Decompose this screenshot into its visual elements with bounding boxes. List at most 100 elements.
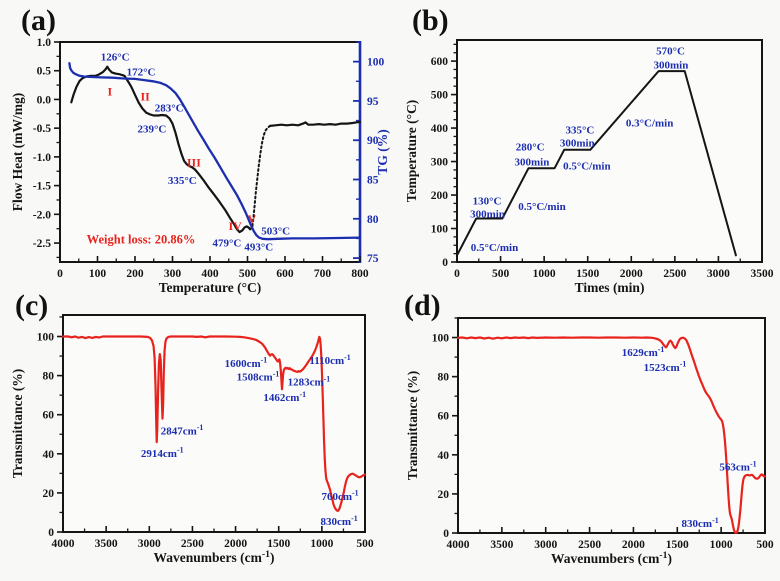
y-tick-label: 0	[442, 257, 448, 269]
y-tick-label: 0	[443, 528, 449, 540]
panel-a-series-dsc-dotted-recovery	[251, 124, 271, 227]
y-tick-label: -2.0	[33, 209, 51, 221]
panel-b-tag: (b)	[412, 4, 449, 37]
panel-b-annotation: 0.5°C/min	[563, 161, 611, 173]
panel-a-annotation: 239°C	[137, 124, 166, 136]
panel-b-annotation: 335°C	[565, 125, 594, 137]
y-tick-label: -2.5	[33, 238, 51, 250]
x-tick-label: 400	[201, 268, 219, 280]
panel-b-annotation: 300min	[470, 208, 505, 220]
x-tick-label: 800	[351, 268, 369, 280]
panel-a-annotation: IV	[228, 219, 242, 233]
panel-a-y-axis-title: Flow Heat (mW/mg)	[10, 93, 25, 211]
y-tick-label: 100	[37, 332, 55, 344]
x-tick-label: 1000	[710, 539, 733, 551]
panel-a-series-tg	[68, 62, 362, 241]
panel-a: 0 100 200 300 400 500 600 700 800 1.0 0.5 0.0 -0.5 -1…	[10, 37, 390, 295]
panel-a-annotation: I	[108, 84, 113, 98]
panel-c-annotation: 1110cm-1	[309, 353, 350, 367]
y-tick-label: 400	[431, 123, 449, 135]
panel-a-annotation: III	[187, 156, 201, 170]
x-tick-label: 1500	[576, 268, 599, 280]
x-tick-label: 500	[356, 538, 374, 550]
panel-d: 4000 3500 3000 2500 2000 1500 1000 500 0 20 40 60 80…	[405, 317, 774, 566]
x-tick-label: 500	[492, 268, 510, 280]
panel-b-annotation: 0.5°C/min	[471, 242, 519, 254]
x-tick-label: 3500	[751, 268, 774, 280]
y-tick-label: 20	[438, 489, 450, 501]
y-tick-label: 0.5	[37, 66, 52, 78]
panel-b: 0 500 1000 1500 2000 2500 3000 3500 0 100 200 300 40…	[404, 39, 774, 295]
panel-c-tag: (c)	[15, 289, 49, 322]
x-tick-label: 1500	[666, 539, 689, 551]
x-tick-label: 3000	[138, 538, 161, 550]
x-tick-label: 500	[756, 539, 774, 551]
panel-d-tag: (d)	[404, 289, 441, 322]
panel-d-annotation: 1523cm-1	[644, 360, 687, 374]
x-tick-label: 3000	[707, 268, 730, 280]
y-tick-label: 0.0	[37, 94, 52, 106]
y-tick-label: 40	[43, 449, 55, 461]
x-tick-label: 2500	[663, 268, 686, 280]
x-tick-label: 2000	[620, 268, 643, 280]
x-tick-label: 2000	[622, 539, 645, 551]
panel-d-annotation: 563cm-1	[719, 459, 756, 473]
x-tick-label: 300	[164, 268, 182, 280]
x-tick-label: 4000	[52, 538, 75, 550]
y-tick-label: 80	[438, 372, 450, 384]
x-tick-label: 0	[454, 268, 460, 280]
y-tick-label: 0	[48, 527, 54, 539]
panel-c-y-axis-title: Transmittance (%)	[10, 369, 25, 479]
panel-a-annotation: V	[248, 212, 257, 226]
x-tick-label: 2500	[181, 538, 204, 550]
panel-a-annotation: 172°C	[127, 66, 156, 78]
panel-a-annotation: Weight loss: 20.86%	[87, 233, 196, 247]
panel-b-x-axis-title: Times (min)	[575, 280, 645, 295]
panel-d-frame	[457, 317, 766, 534]
panel-b-annotation: 300min	[515, 157, 550, 169]
panel-c-annotation: 760cm-1	[321, 489, 358, 503]
panel-b-annotation: 300min	[654, 59, 689, 71]
panel-a-tag: (a)	[21, 4, 56, 37]
panel-a-series-dsc-plateau	[268, 120, 362, 128]
panel-b-y-axis-title: Temperature (°C)	[404, 100, 419, 203]
x-tick-label: 3000	[534, 539, 557, 551]
panel-c-x-axis-title: Wavenumbers (cm-1)	[154, 549, 275, 565]
panel-c-annotation: 830cm-1	[321, 514, 358, 528]
panel-a-annotation: 126°C	[101, 51, 130, 63]
panel-a-y2-axis-title: TG (%)	[375, 129, 390, 174]
x-tick-label: 3500	[95, 538, 118, 550]
y2-tick-label: 80	[367, 214, 379, 226]
panel-b-annotation: 280°C	[516, 141, 545, 153]
panel-d-series-ftir-calcined	[456, 336, 767, 535]
panel-b-series-temperature-program	[456, 70, 737, 257]
y2-tick-label: 95	[367, 96, 379, 108]
panel-c-annotation: 2847cm-1	[161, 423, 204, 437]
y-tick-label: 200	[431, 190, 449, 202]
panel-d-y-axis-title: Transmittance (%)	[405, 371, 420, 481]
panel-b-annotation: 570°C	[656, 45, 685, 57]
panel-d-x-axis-title: Wavenumbers (cm-1)	[551, 550, 672, 566]
x-tick-label: 2500	[578, 539, 601, 551]
x-tick-label: 600	[276, 268, 294, 280]
y-tick-label: 1.0	[37, 37, 52, 49]
x-tick-label: 1000	[533, 268, 556, 280]
panel-b-annotation: 300min	[560, 137, 595, 149]
panel-a-x-axis-title: Temperature (°C)	[159, 280, 262, 295]
x-tick-label: 0	[57, 268, 63, 280]
panel-c-annotation: 1600cm-1	[225, 356, 268, 370]
y-tick-label: 20	[43, 488, 55, 500]
y-tick-label: -0.5	[33, 123, 51, 135]
x-tick-label: 2000	[224, 538, 247, 550]
x-tick-label: 500	[239, 268, 257, 280]
x-tick-label: 1000	[310, 538, 333, 550]
x-tick-label: 700	[314, 268, 332, 280]
y2-tick-label: 75	[367, 253, 379, 265]
panel-a-series-dsc-heating	[70, 65, 254, 234]
y-tick-label: 60	[438, 411, 450, 423]
panel-c-annotation: 1508cm-1	[237, 369, 280, 383]
panel-a-annotation: 503°C	[261, 225, 290, 237]
y-tick-label: -1.0	[33, 152, 51, 164]
panel-d-annotation: 1629cm-1	[622, 345, 665, 359]
